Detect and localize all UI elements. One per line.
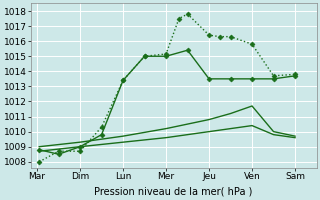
X-axis label: Pression niveau de la mer( hPa ): Pression niveau de la mer( hPa ) [94, 187, 253, 197]
